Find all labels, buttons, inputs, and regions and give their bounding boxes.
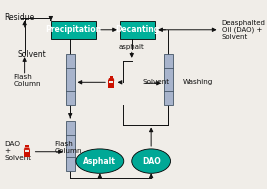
Ellipse shape <box>76 149 124 173</box>
Text: Solvent: Solvent <box>142 79 169 85</box>
Text: asphalt: asphalt <box>119 44 145 50</box>
Text: Deasphalted
Oil (DAO) +
Solvent: Deasphalted Oil (DAO) + Solvent <box>222 19 266 40</box>
FancyBboxPatch shape <box>51 21 96 39</box>
Text: Flash
Column: Flash Column <box>13 74 41 87</box>
Text: Washing: Washing <box>183 79 213 85</box>
FancyBboxPatch shape <box>120 21 155 39</box>
Ellipse shape <box>132 149 171 173</box>
Text: Solvent: Solvent <box>18 50 46 59</box>
FancyBboxPatch shape <box>164 54 172 105</box>
Polygon shape <box>24 147 30 150</box>
FancyBboxPatch shape <box>66 121 74 171</box>
FancyBboxPatch shape <box>66 54 74 105</box>
Text: Precipitation: Precipitation <box>46 25 102 34</box>
FancyBboxPatch shape <box>25 145 29 147</box>
Text: DAO
+
Solvent: DAO + Solvent <box>4 141 31 161</box>
FancyBboxPatch shape <box>24 150 30 157</box>
Text: Asphalt: Asphalt <box>83 157 116 166</box>
FancyBboxPatch shape <box>25 150 29 152</box>
Text: Residue: Residue <box>4 13 34 22</box>
Polygon shape <box>108 78 115 81</box>
FancyBboxPatch shape <box>110 76 113 78</box>
Text: Decanting: Decanting <box>115 25 160 34</box>
FancyBboxPatch shape <box>109 81 113 83</box>
Text: Flash
Column: Flash Column <box>54 142 82 154</box>
FancyBboxPatch shape <box>108 81 115 88</box>
Text: DAO: DAO <box>142 157 160 166</box>
